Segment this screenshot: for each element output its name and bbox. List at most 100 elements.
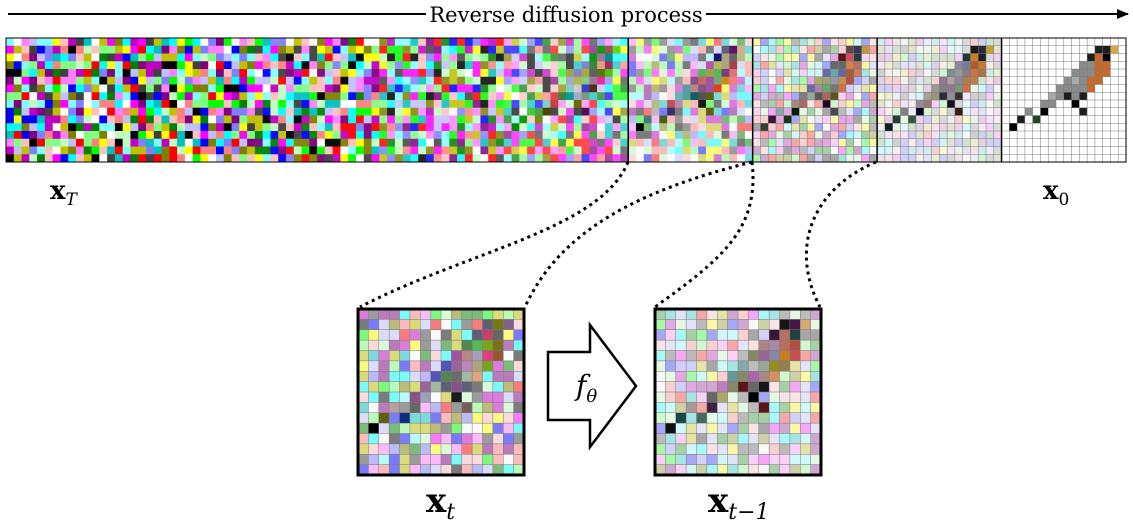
pixel-cell [869, 53, 878, 62]
pixel-cell [21, 131, 30, 140]
pixel-cell [21, 38, 30, 47]
pixel-cell [387, 100, 396, 109]
pixel-cell [800, 454, 812, 466]
pixel-cell [317, 84, 326, 93]
pixel-cell [247, 92, 256, 101]
pixel-cell [682, 146, 691, 155]
pixel-cell [717, 402, 729, 414]
pixel-cell [573, 45, 582, 54]
pixel-cell [566, 100, 575, 109]
pixel-cell [727, 350, 739, 362]
pixel-cell [130, 69, 139, 78]
pixel-cell [293, 131, 302, 140]
label-x-T: xT [50, 176, 79, 210]
pixel-cell [440, 308, 452, 320]
pixel-cell [99, 61, 108, 70]
pixel-cell [122, 100, 131, 109]
pixel-cell [83, 138, 92, 147]
pixel-cell [457, 38, 466, 47]
pixel-cell [440, 433, 452, 445]
pixel-cell [581, 84, 590, 93]
pixel-cell [1117, 92, 1127, 101]
pixel-cell [1016, 53, 1026, 62]
pixel-cell [1047, 84, 1057, 93]
pixel-cell [146, 76, 155, 85]
pixel-cell [931, 92, 940, 101]
pixel-cell [262, 138, 271, 147]
pixel-cell [534, 107, 543, 116]
pixel-cell [1009, 146, 1018, 155]
pixel-cell [114, 123, 123, 132]
pixel-cell [449, 146, 458, 155]
pixel-cell [985, 68, 995, 78]
pixel-cell [488, 123, 497, 132]
pixel-cell [900, 123, 909, 132]
pixel-cell [721, 100, 730, 109]
pixel-cell [91, 100, 100, 109]
pixel-cell [758, 454, 770, 466]
pixel-cell [91, 53, 100, 62]
pixel-cell [301, 61, 310, 70]
pixel-cell [394, 38, 403, 47]
pixel-cell [52, 69, 61, 78]
pixel-cell [29, 138, 38, 147]
pixel-cell [674, 146, 683, 155]
pixel-cell [667, 138, 676, 147]
pixel-cell [340, 154, 349, 163]
pixel-cell [706, 371, 718, 383]
pixel-cell [970, 68, 979, 78]
pixel-cell [713, 146, 722, 155]
pixel-cell [1047, 76, 1057, 86]
pixel-cell [356, 146, 365, 155]
pixel-cell [737, 339, 749, 352]
pixel-cell [409, 329, 421, 341]
pixel-cell [511, 115, 520, 124]
strip-panel [254, 38, 380, 163]
pixel-cell [706, 381, 718, 393]
pixel-cell [729, 69, 738, 78]
pixel-cell [1055, 146, 1065, 155]
pixel-cell [674, 45, 683, 54]
pixel-cell [161, 45, 170, 54]
pixel-cell [752, 68, 761, 78]
pixel-cell [791, 37, 800, 47]
pixel-cell [721, 123, 730, 132]
pixel-cell [317, 69, 326, 78]
pixel-cell [387, 92, 396, 101]
pixel-cell [915, 138, 925, 148]
pixel-cell [853, 146, 863, 155]
pixel-cell [278, 38, 287, 47]
pixel-cell [223, 38, 232, 47]
pixel-cell [542, 107, 551, 116]
pixel-cell [696, 433, 708, 445]
pixel-cell [931, 107, 940, 117]
pixel-cell [247, 107, 256, 116]
pixel-cell [814, 76, 824, 86]
pixel-cell [37, 123, 46, 132]
pixel-cell [286, 45, 295, 54]
pixel-cell [884, 115, 894, 124]
pixel-cell [480, 115, 489, 124]
pixel-cell [461, 422, 473, 435]
pixel-cell [573, 100, 582, 109]
pixel-cell [177, 69, 186, 78]
pixel-cell [153, 61, 162, 70]
pixel-cell [488, 107, 497, 116]
pixel-cell [566, 76, 575, 85]
pixel-cell [457, 107, 466, 116]
pixel-cell [146, 100, 155, 109]
pixel-cell [806, 53, 816, 62]
pixel-cell [472, 154, 481, 163]
pixel-cell [612, 123, 621, 132]
pixel-cell [388, 391, 401, 403]
pixel-cell [91, 38, 100, 47]
pixel-cell [340, 45, 349, 54]
pixel-cell [566, 154, 575, 163]
pixel-cell [737, 381, 749, 393]
pixel-cell [451, 381, 463, 393]
pixel-cell [837, 68, 847, 78]
pixel-cell [332, 61, 341, 70]
pixel-cell [441, 38, 450, 47]
pixel-cell [1024, 154, 1034, 163]
pixel-cell [806, 84, 816, 93]
